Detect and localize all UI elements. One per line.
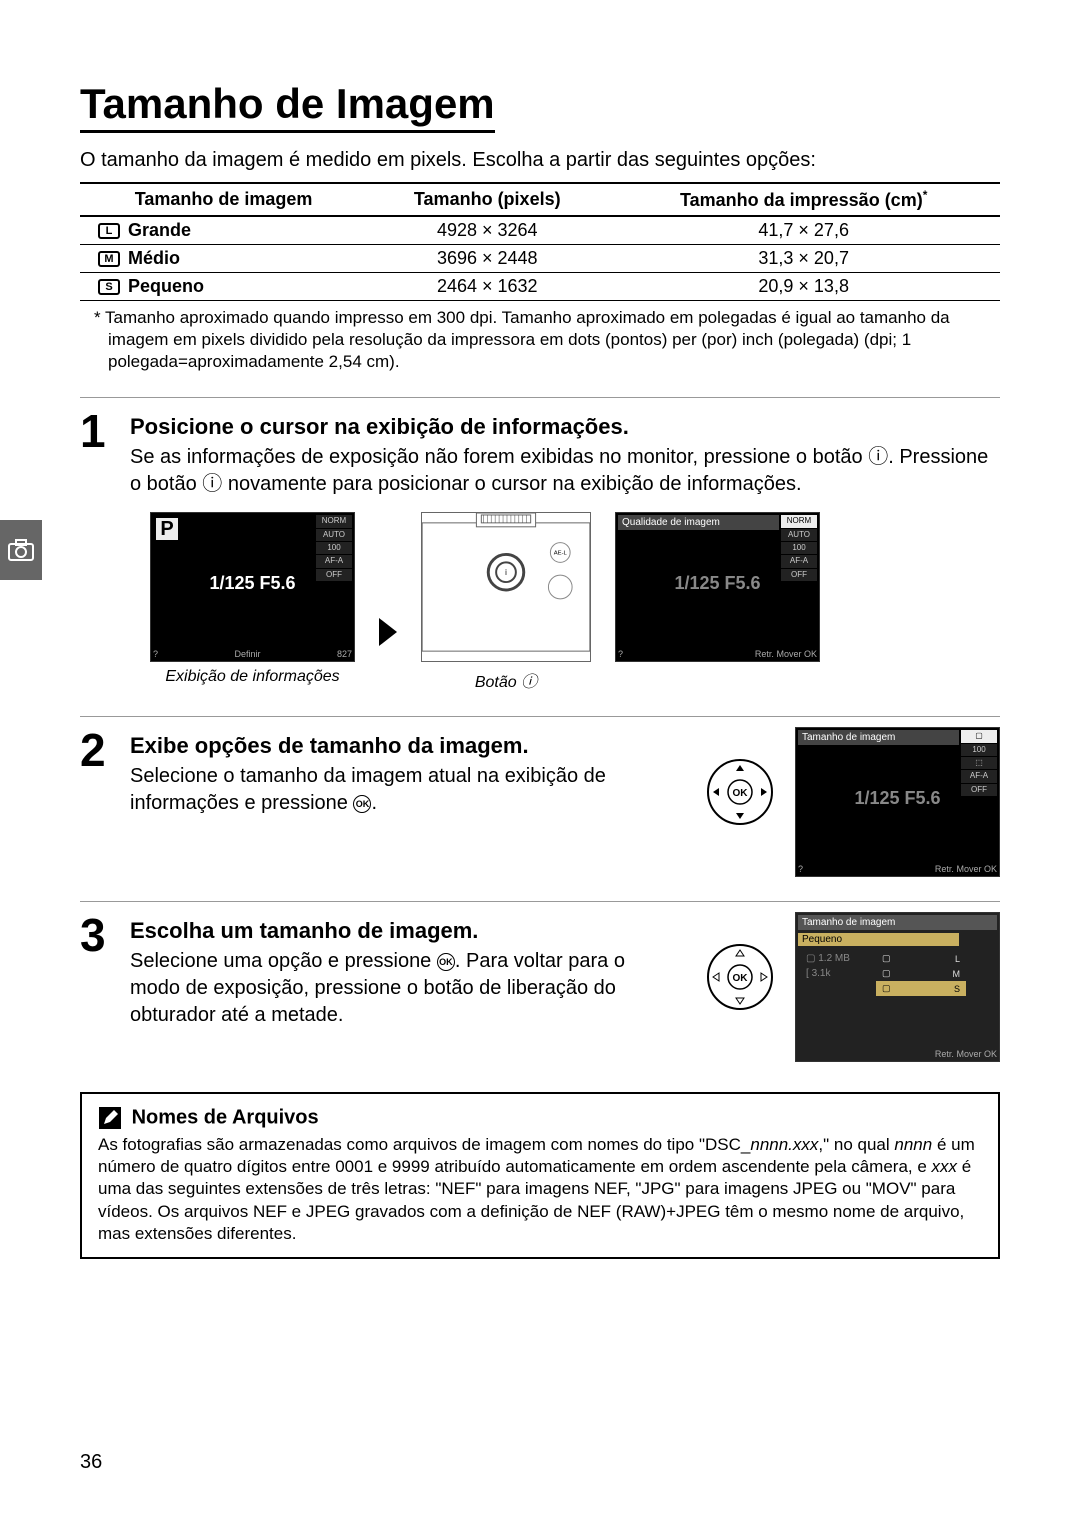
- page-number: 36: [80, 1451, 102, 1474]
- quality-lcd: Qualidade de imagem 1/125 F5.6 NORM AUTO…: [615, 512, 820, 662]
- table-row: MMédio 3696 × 2448 31,3 × 20,7: [80, 245, 1000, 273]
- multi-selector-icon: OK: [705, 757, 775, 827]
- step-2-title: Exibe opções de tamanho da imagem.: [130, 733, 685, 759]
- step-2-body: Selecione o tamanho da imagem atual na e…: [130, 763, 670, 817]
- th-size: Tamanho de imagem: [80, 183, 367, 216]
- intro-text: O tamanho da imagem é medido em pixels. …: [80, 149, 1000, 172]
- multi-selector-icon: OK: [705, 942, 775, 1012]
- table-footnote: * Tamanho aproximado quando impresso em …: [80, 307, 1000, 373]
- size-icon-large: L: [98, 223, 120, 239]
- caption-info-display: Exibição de informações: [150, 668, 355, 686]
- page-title: Tamanho de Imagem: [80, 80, 495, 133]
- sidebar-camera-tab: [0, 520, 42, 580]
- step-3: 3 Escolha um tamanho de imagem. Selecion…: [80, 912, 685, 1029]
- svg-text:i: i: [505, 568, 507, 577]
- step-1: 1 Posicione o cursor na exibição de info…: [80, 408, 1000, 498]
- table-row: LGrande 4928 × 3264 41,7 × 27,6: [80, 216, 1000, 245]
- step-1-title: Posicione o cursor na exibição de inform…: [130, 414, 1000, 440]
- size-lcd: Tamanho de imagem 1/125 F5.6 ▢ 100 ⬚ AF-…: [795, 727, 1000, 877]
- step-2: 2 Exibe opções de tamanho da imagem. Sel…: [80, 727, 685, 817]
- size-selection-lcd: Tamanho de imagem Pequeno ▢ 1.2 MB [ 3.1…: [795, 912, 1000, 1062]
- svg-text:OK: OK: [733, 788, 749, 799]
- image-size-table: Tamanho de imagem Tamanho (pixels) Taman…: [80, 182, 1000, 301]
- step-3-title: Escolha um tamanho de imagem.: [130, 918, 685, 944]
- th-print: Tamanho da impressão (cm)*: [607, 183, 1000, 216]
- arrow-icon: [379, 618, 397, 646]
- note-title-text: Nomes de Arquivos: [132, 1107, 319, 1129]
- info-display-lcd: P 1/125 F5.6 NORM AUTO 100 AF-A OFF ?Def…: [150, 512, 355, 662]
- size-icon-medium: M: [98, 251, 120, 267]
- table-row: SPequeno 2464 × 1632 20,9 × 13,8: [80, 273, 1000, 301]
- note-body: As fotografias são armazenadas como arqu…: [98, 1134, 982, 1244]
- step-1-figures: P 1/125 F5.6 NORM AUTO 100 AF-A OFF ?Def…: [150, 512, 1000, 692]
- caption-button: Botão ⓘ: [421, 668, 591, 692]
- size-icon-small: S: [98, 279, 120, 295]
- svg-text:OK: OK: [733, 973, 749, 984]
- pencil-icon: [98, 1106, 122, 1130]
- svg-text:AE-L: AE-L: [554, 551, 568, 557]
- step-1-body: Se as informações de exposição não forem…: [130, 444, 1000, 498]
- step-3-body: Selecione uma opção e pressione OK. Para…: [130, 948, 670, 1029]
- file-names-note: Nomes de Arquivos As fotografias são arm…: [80, 1092, 1000, 1258]
- th-pixels: Tamanho (pixels): [367, 183, 607, 216]
- camera-back-diagram: i AE-L: [421, 512, 591, 662]
